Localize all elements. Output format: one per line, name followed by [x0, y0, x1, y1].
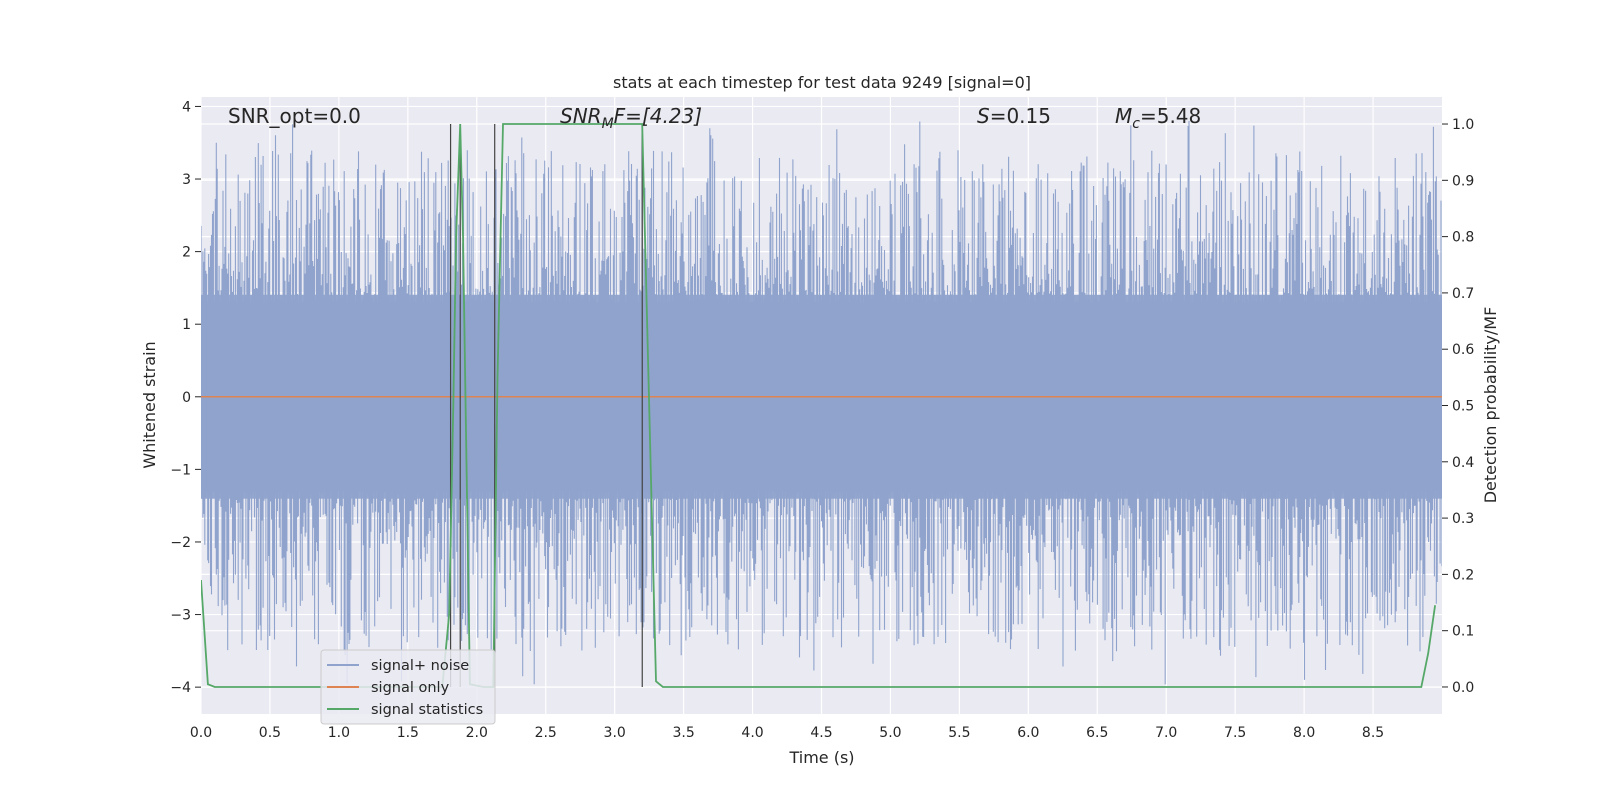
x-tick-label: 7.5: [1224, 725, 1246, 741]
s-value: =0.15: [990, 104, 1051, 128]
x-tick-label: 0.5: [259, 725, 281, 741]
legend: signal+ noise signal only signal statist…: [320, 649, 496, 725]
x-tick-label: 7.0: [1155, 725, 1177, 741]
x-tick-label: 5.0: [879, 725, 901, 741]
snr-mf-subscript: M: [602, 116, 614, 132]
y2-tick-label: 0.1: [1452, 624, 1474, 640]
chart-title: stats at each timestep for test data 924…: [613, 73, 1031, 92]
y-tick-label: 4: [182, 99, 191, 115]
y2-tick-label: 0.8: [1452, 230, 1474, 246]
x-tick-label: 8.5: [1362, 725, 1384, 741]
y2-tick-label: 0.7: [1452, 286, 1474, 302]
x-tick-label: 3.5: [672, 725, 694, 741]
mc-value: =5.48: [1140, 104, 1201, 128]
x-tick-label: 6.0: [1017, 725, 1039, 741]
mc-symbol: M: [1115, 104, 1132, 128]
y-tick-label: 3: [182, 172, 191, 188]
x-tick-label: 1.5: [397, 725, 419, 741]
noise-spikes: [201, 121, 1442, 685]
x-axis-ticks: 0.0 0.5 1.0 1.5 2.0 2.5 3.0 3.5 4.0 4.5 5.0 5.5 6.0 6…: [190, 725, 1384, 741]
y2-axis-ticks: 1.0 0.9 0.8 0.7 0.6 0.5 0.4 0.3 0.2 0.1 0.0: [1442, 117, 1474, 696]
legend-box: [320, 649, 496, 725]
y-tick-label: −1: [170, 462, 191, 478]
annotation-snr-opt: SNR_opt=0.0: [228, 104, 361, 128]
y2-tick-label: 0.9: [1452, 173, 1474, 189]
mc-subscript: c: [1132, 116, 1140, 132]
annotation-mc: Mc=5.48: [1115, 104, 1201, 132]
y2-tick-label: 0.3: [1452, 511, 1474, 527]
x-tick-label: 5.5: [948, 725, 970, 741]
legend-label-signal-noise: signal+ noise: [371, 658, 469, 674]
y-tick-label: 1: [182, 317, 191, 333]
x-axis-label: Time (s): [788, 748, 854, 767]
x-tick-label: 0.0: [190, 725, 212, 741]
annotation-snr-mf: SNRMF=[4.23]: [560, 104, 702, 132]
x-tick-label: 4.0: [741, 725, 763, 741]
annotation-s: S=0.15: [977, 104, 1051, 128]
legend-label-signal-statistics: signal statistics: [371, 702, 483, 718]
y-tick-label: −2: [170, 535, 191, 551]
y-tick-label: −4: [170, 680, 191, 696]
y2-tick-label: 1.0: [1452, 117, 1474, 133]
x-tick-label: 3.0: [604, 725, 626, 741]
y-tick-label: −3: [170, 608, 191, 624]
x-tick-label: 8.0: [1293, 725, 1315, 741]
y2-tick-label: 0.6: [1452, 342, 1474, 358]
s-symbol: S: [977, 104, 990, 128]
y-tick-label: 2: [182, 245, 191, 261]
y-tick-label: 0: [182, 390, 191, 406]
x-tick-label: 2.5: [535, 725, 557, 741]
x-tick-label: 1.0: [328, 725, 350, 741]
y2-tick-label: 0.4: [1452, 455, 1474, 471]
snr-mf-value: F=[4.23]: [614, 104, 702, 128]
y-axis-label: Whitened strain: [140, 341, 159, 468]
snr-mf-symbol: SNR: [560, 104, 602, 128]
x-tick-label: 4.5: [810, 725, 832, 741]
y2-tick-label: 0.2: [1452, 567, 1474, 583]
y2-axis-label: Detection probability/MF: [1481, 307, 1500, 504]
y-axis-ticks: 4 3 2 1 0 −1 −2 −3 −4: [170, 99, 201, 696]
x-tick-label: 6.5: [1086, 725, 1108, 741]
y2-tick-label: 0.5: [1452, 399, 1474, 415]
x-tick-label: 2.0: [466, 725, 488, 741]
legend-label-signal-only: signal only: [371, 680, 450, 696]
y2-tick-label: 0.0: [1452, 680, 1474, 696]
